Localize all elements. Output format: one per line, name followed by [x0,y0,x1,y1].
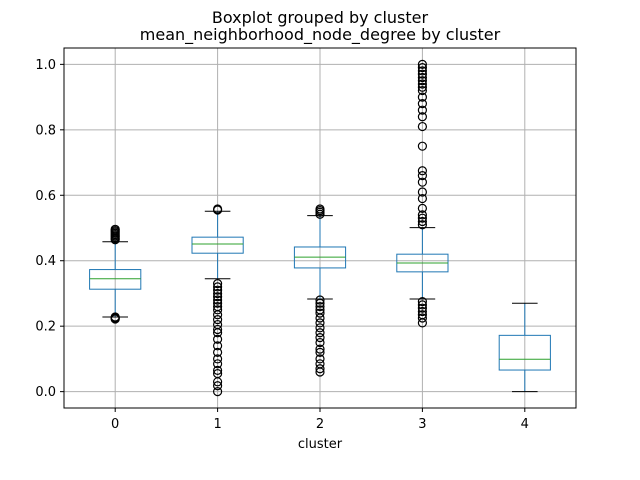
flier-point [417,99,427,109]
flier-point [417,193,427,204]
flier-point [315,354,325,364]
box-group-cluster-2 [293,204,347,377]
flier-point [213,282,223,292]
flier-point [315,298,325,308]
flier-point [315,359,325,369]
flier-point [417,121,427,132]
box-layer [89,59,551,397]
flier-point [417,297,427,307]
flier-point [417,166,427,176]
flier-point [417,141,427,151]
flier-point [417,85,427,96]
flier-point [417,310,427,320]
flier-point [417,306,427,317]
flier-point [213,369,223,379]
flier-point [417,69,427,79]
flier-point [315,347,325,357]
y-tick-label: 0.0 [35,385,56,400]
flier-point [315,328,325,338]
flier-point [213,301,223,312]
box-iqr [498,334,551,371]
box-group-cluster-4 [498,302,551,393]
flier-point [417,76,427,86]
flier-point [315,305,325,315]
flier-point [417,216,427,227]
flier-point [417,213,427,223]
flier-point [213,285,223,295]
box-iqr [89,269,142,290]
flier-point [213,359,223,369]
flier-point [213,341,223,351]
flier-point [315,318,325,328]
y-tick-label: 0.8 [35,123,56,138]
flier-point [315,337,325,348]
x-tick-label: 2 [316,417,324,432]
chart-title: mean_neighborhood_node_degree by cluster [140,25,501,45]
x-tick-label: 4 [521,417,529,432]
flier-point [417,82,427,92]
flier-point [417,313,427,323]
y-tick-label: 1.0 [35,58,56,73]
flier-point [213,354,223,364]
box-group-cluster-1 [191,204,244,397]
flier-point [417,203,427,213]
flier-point [417,63,427,73]
flier-point [213,387,223,397]
flier-point [315,204,325,214]
flier-point [213,295,223,305]
flier-point [315,333,325,343]
flier-point [417,300,427,310]
flier-point [213,315,223,325]
flier-point [213,324,223,335]
flier-point [417,112,427,122]
flier-point [213,305,223,315]
box-iqr [191,236,244,254]
x-axis-label: cluster [298,437,343,452]
x-tick-label: 1 [213,417,221,432]
flier-point [315,323,325,333]
flier-point [213,298,223,308]
flier-point [315,364,325,374]
x-tick-label: 3 [418,417,426,432]
y-tick-label: 0.4 [35,254,56,269]
flier-point [417,105,427,115]
flier-point [110,312,120,322]
flier-point [417,303,427,313]
flier-point [213,334,223,344]
y-tick-label: 0.6 [35,189,56,204]
flier-point [417,210,427,220]
y-tick-label: 0.2 [35,320,56,335]
flier-point [417,79,427,89]
flier-point [315,344,325,354]
flier-point [213,319,223,330]
flier-point [417,59,427,69]
flier-point [213,292,223,302]
flier-point [417,92,427,102]
flier-point [417,187,427,197]
flier-point [315,308,325,318]
x-tick-label: 0 [111,417,119,432]
flier-point [213,365,223,375]
flier-point [315,295,325,305]
flier-point [417,177,427,187]
flier-point [417,72,427,83]
flier-point [110,224,120,234]
flier-point [213,347,223,357]
chart-suptitle: Boxplot grouped by cluster [212,8,429,27]
flier-point [213,279,223,289]
flier-point [417,220,427,230]
flier-point [213,204,223,214]
box-group-cluster-0 [89,224,142,324]
tick-layer: 0.0 0.2 0.4 0.6 0.8 1.0 0 1 2 3 4 [35,58,529,432]
box-group-cluster-3 [396,59,449,328]
flier-point [315,301,325,312]
flier-point [213,288,223,299]
flier-point [213,381,223,391]
flier-point [417,171,427,181]
flier-point [417,66,427,76]
